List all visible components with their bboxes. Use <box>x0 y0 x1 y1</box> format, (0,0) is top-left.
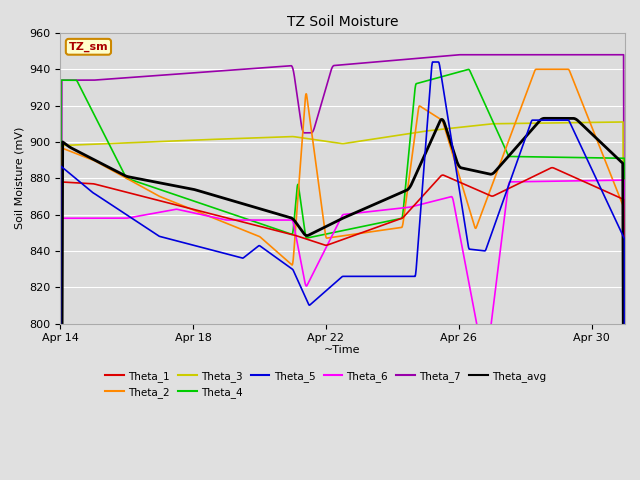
Theta_6 <box>331 227 339 233</box>
Theta_7 <box>331 62 339 68</box>
Theta_avg <box>501 157 509 163</box>
Theta_6 <box>605 178 612 183</box>
Theta_2 <box>605 167 612 172</box>
X-axis label: ~Time: ~Time <box>324 345 361 355</box>
Theta_6 <box>620 177 628 183</box>
Theta_5 <box>605 202 612 208</box>
Legend: Theta_1, Theta_2, Theta_3, Theta_4, Theta_5, Theta_6, Theta_7, Theta_avg: Theta_1, Theta_2, Theta_3, Theta_4, Thet… <box>100 367 550 402</box>
Line: Theta_7: Theta_7 <box>60 55 625 480</box>
Theta_avg <box>331 219 339 225</box>
Theta_4 <box>465 67 472 72</box>
Text: TZ_sm: TZ_sm <box>68 42 108 52</box>
Theta_avg <box>316 227 324 232</box>
Theta_avg <box>85 154 93 160</box>
Theta_3 <box>85 142 93 147</box>
Theta_4 <box>501 146 509 152</box>
Theta_1 <box>605 190 612 195</box>
Theta_4 <box>331 229 339 235</box>
Theta_3 <box>316 138 324 144</box>
Line: Theta_6: Theta_6 <box>60 180 625 480</box>
Theta_1 <box>501 187 509 193</box>
Theta_5 <box>85 187 93 192</box>
Theta_2 <box>501 148 509 154</box>
Line: Theta_avg: Theta_avg <box>60 119 625 480</box>
Theta_6 <box>316 257 324 263</box>
Line: Theta_5: Theta_5 <box>60 62 625 480</box>
Theta_2 <box>532 66 540 72</box>
Theta_3 <box>605 120 612 125</box>
Theta_6 <box>605 178 612 183</box>
Theta_6 <box>85 216 93 221</box>
Theta_1 <box>316 240 324 246</box>
Theta_4 <box>316 232 324 238</box>
Line: Theta_2: Theta_2 <box>60 69 625 480</box>
Theta_4 <box>605 155 612 161</box>
Theta_7 <box>316 106 324 112</box>
Theta_1 <box>605 190 612 196</box>
Theta_5 <box>316 293 324 299</box>
Theta_avg <box>605 147 612 153</box>
Theta_6 <box>501 210 509 216</box>
Theta_7 <box>501 52 509 58</box>
Theta_3 <box>501 120 509 126</box>
Theta_1 <box>85 180 93 186</box>
Theta_3 <box>619 119 627 125</box>
Line: Theta_4: Theta_4 <box>60 70 625 480</box>
Theta_3 <box>331 140 339 145</box>
Theta_7 <box>456 52 464 58</box>
Title: TZ Soil Moisture: TZ Soil Moisture <box>287 15 398 29</box>
Theta_2 <box>85 156 93 161</box>
Theta_7 <box>605 52 612 58</box>
Theta_2 <box>331 234 339 240</box>
Theta_4 <box>85 102 93 108</box>
Theta_4 <box>605 155 612 161</box>
Theta_1 <box>331 240 339 245</box>
Line: Theta_1: Theta_1 <box>60 168 625 480</box>
Line: Theta_3: Theta_3 <box>60 122 625 480</box>
Theta_1 <box>548 165 556 170</box>
Y-axis label: Soil Moisture (mV): Soil Moisture (mV) <box>15 127 25 229</box>
Theta_3 <box>605 120 612 125</box>
Theta_7 <box>85 77 93 83</box>
Theta_5 <box>501 192 509 198</box>
Theta_5 <box>429 59 436 65</box>
Theta_5 <box>331 280 339 286</box>
Theta_5 <box>605 203 612 209</box>
Theta_2 <box>316 190 324 196</box>
Theta_avg <box>540 116 548 121</box>
Theta_7 <box>605 52 612 58</box>
Theta_avg <box>605 147 612 153</box>
Theta_2 <box>605 167 612 173</box>
